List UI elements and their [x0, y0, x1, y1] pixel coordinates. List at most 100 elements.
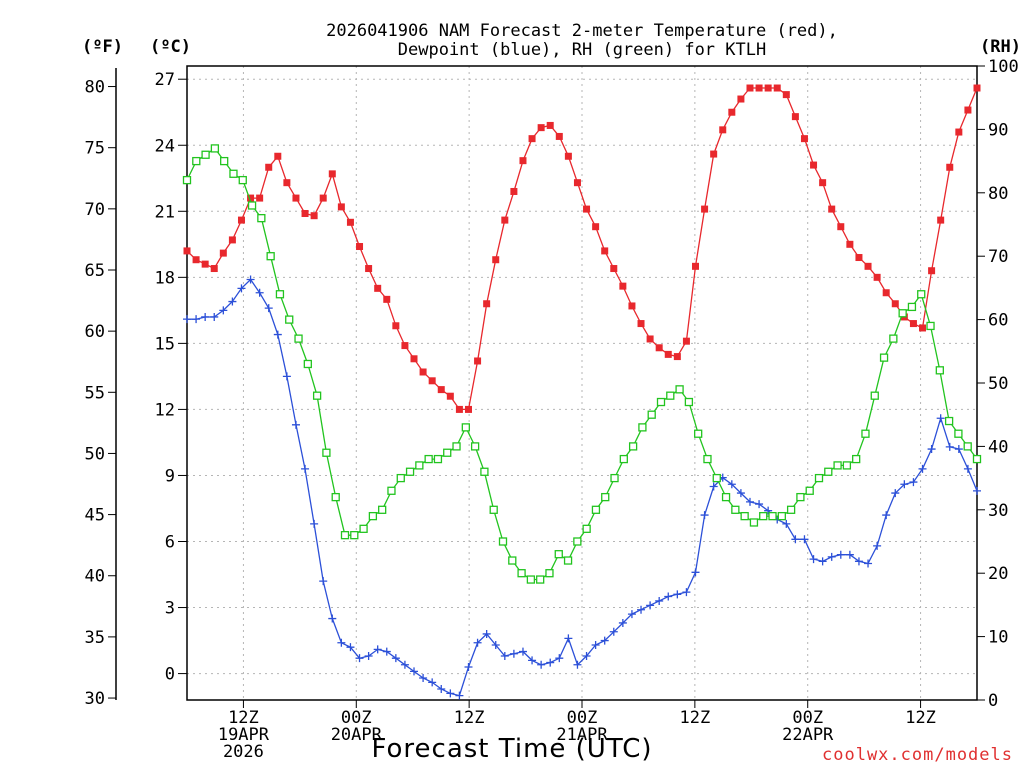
fahrenheit-tick-label-5: 55 [85, 383, 105, 403]
dewpoint-point-13 [301, 464, 310, 473]
dewpoint-point-40 [546, 658, 555, 667]
rh-point-72 [852, 454, 861, 464]
rh-point-17 [340, 531, 350, 540]
dewpoint-point-87 [973, 486, 981, 495]
rh-point-67 [805, 486, 814, 495]
rh-point-47 [619, 454, 628, 464]
dewpoint-point-5 [228, 297, 237, 306]
dewpoint-point-24 [400, 660, 409, 669]
dewpoint-point-86 [963, 464, 972, 473]
rh-point-25 [415, 461, 424, 470]
temperature-point-49 [628, 302, 636, 310]
temperature-point-70 [819, 179, 827, 187]
rh-point-27 [433, 454, 443, 464]
temperature-point-12 [292, 194, 300, 202]
temperature-point-34 [492, 256, 500, 264]
temperature-point-81 [919, 324, 927, 332]
dewpoint-point-27 [428, 678, 437, 687]
axes [108, 65, 985, 708]
temperature-point-27 [428, 377, 436, 385]
dewpoint-point-75 [864, 559, 873, 568]
dewpoint-point-85 [954, 445, 963, 454]
rh-point-84 [963, 442, 972, 451]
rh-point-34 [498, 537, 508, 546]
rh-point-62 [759, 511, 768, 521]
temperature-point-0 [183, 247, 191, 255]
rh-point-6 [238, 175, 247, 185]
dewpoint-point-44 [582, 651, 591, 660]
temperature-point-19 [356, 243, 364, 251]
temperature-point-61 [737, 95, 745, 103]
x-tick-label-1-1: 20APR [331, 725, 383, 745]
celsius-tick-label-9: 27 [155, 70, 175, 90]
rh-point-75 [879, 353, 889, 362]
dewpoint-point-69 [809, 555, 818, 564]
dewpoint-point-71 [827, 552, 836, 561]
temperature-point-21 [374, 284, 382, 292]
x-tick-label-2-0: 12Z [454, 708, 485, 728]
fahrenheit-tick-label-7: 65 [85, 261, 105, 281]
temperature-point-86 [964, 106, 972, 114]
dewpoint-point-32 [473, 638, 482, 647]
dewpoint-point-11 [282, 372, 291, 381]
rh-point-10 [275, 290, 285, 299]
temperature-line [186, 87, 978, 411]
temperature-point-64 [764, 84, 772, 92]
temperature-point-41 [555, 132, 563, 140]
dewpoint-point-25 [410, 667, 419, 676]
rh-point-3 [210, 144, 220, 153]
rh-point-33 [489, 505, 498, 514]
dewpoint-point-26 [419, 673, 428, 682]
fahrenheit-tick-label-1: 35 [85, 628, 105, 648]
temperature-point-29 [446, 392, 454, 400]
dewpoint-point-9 [264, 304, 273, 313]
rh-tick-label-10: 100 [988, 57, 1019, 77]
celsius-tick-label-0: 0 [165, 665, 175, 685]
dewpoint-point-35 [500, 651, 509, 660]
dewpoint-point-7 [246, 275, 255, 284]
temperature-point-20 [365, 265, 373, 273]
rh-tick-label-2: 20 [988, 564, 1008, 584]
celsius-tick-label-5: 15 [155, 334, 175, 354]
fahrenheit-axis-unit: (ºF) [82, 37, 123, 57]
rh-point-48 [628, 442, 638, 451]
rh-point-81 [935, 366, 944, 375]
temperature-point-69 [810, 161, 818, 169]
rh-point-51 [656, 397, 666, 407]
rh-tick-label-6: 60 [988, 311, 1008, 331]
rh-point-58 [721, 492, 731, 502]
rh-point-18 [350, 531, 359, 540]
temperature-point-80 [909, 320, 917, 328]
temperature-point-66 [782, 91, 790, 99]
rh-point-61 [749, 518, 759, 527]
dewpoint-point-0 [183, 315, 191, 324]
rh-point-20 [368, 511, 378, 521]
dewpoint-point-74 [854, 557, 863, 566]
rh-tick-label-7: 70 [988, 247, 1008, 267]
dewpoint-point-36 [509, 649, 518, 658]
dewpoint-point-12 [291, 420, 300, 429]
dewpoint-point-79 [900, 480, 909, 489]
temperature-point-10 [274, 152, 282, 160]
rh-point-7 [247, 201, 257, 210]
dewpoint-point-68 [800, 535, 809, 544]
temperature-point-15 [319, 194, 327, 202]
dewpoint-point-76 [873, 541, 882, 550]
x-tick-label-0-2: 2026 [223, 742, 264, 762]
rh-point-65 [786, 505, 796, 514]
temperature-point-77 [882, 289, 890, 297]
rh-point-43 [582, 524, 591, 533]
rh-point-63 [768, 511, 777, 521]
celsius-tick-label-6: 18 [155, 268, 175, 288]
temperature-point-36 [510, 187, 518, 195]
rh-point-19 [359, 524, 368, 533]
temperature-point-45 [592, 223, 600, 231]
rh-tick-label-9: 90 [988, 120, 1008, 140]
rh-tick-label-5: 50 [988, 374, 1008, 394]
rh-point-5 [229, 169, 238, 178]
rh-point-74 [870, 391, 879, 400]
dewpoint-point-63 [755, 500, 764, 509]
dewpoint-point-6 [237, 284, 246, 293]
dewpoint-point-48 [618, 618, 627, 627]
